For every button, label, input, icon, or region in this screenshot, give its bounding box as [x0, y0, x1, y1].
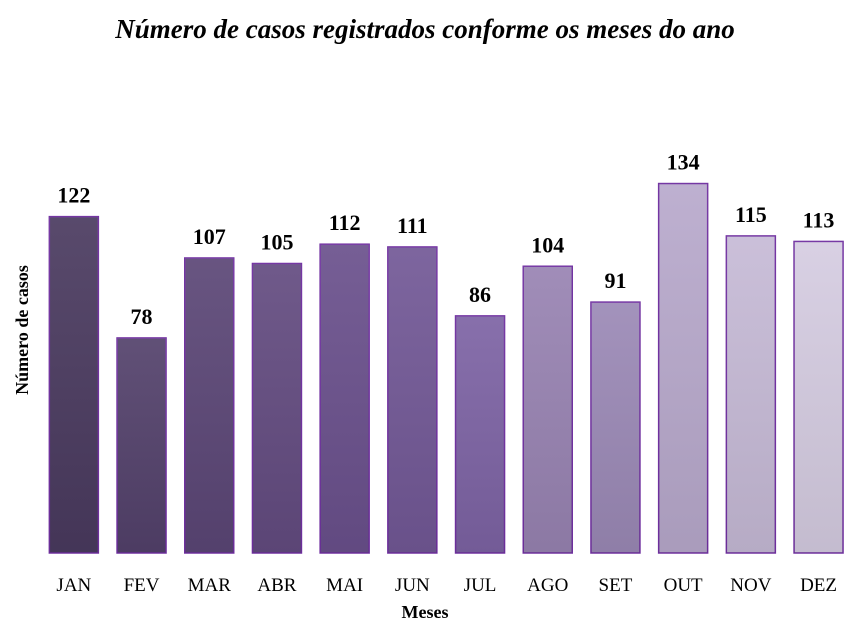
- value-label: 78: [131, 304, 153, 329]
- bar-shine: [658, 183, 708, 554]
- value-label: 86: [469, 282, 491, 307]
- bar-shine: [49, 216, 99, 553]
- value-label: 104: [531, 232, 564, 257]
- x-tick-label: OUT: [664, 575, 703, 596]
- x-tick-label: AGO: [527, 575, 568, 596]
- bar-shine: [184, 257, 234, 553]
- x-tick-label: NOV: [730, 575, 771, 596]
- bar-shine: [590, 302, 640, 553]
- x-tick-label: JUN: [395, 575, 430, 596]
- value-label: 91: [604, 268, 626, 293]
- bar-shine: [794, 241, 844, 553]
- bar-shine: [523, 266, 573, 553]
- bar-shine: [252, 263, 302, 553]
- chart-title: Número de casos registrados conforme os …: [115, 14, 735, 44]
- value-label: 111: [397, 213, 428, 238]
- bar-shine: [387, 246, 437, 553]
- value-label: 107: [193, 224, 226, 249]
- x-tick-label: MAR: [188, 575, 232, 596]
- x-tick-label: JUL: [464, 575, 497, 596]
- x-axis-label: Meses: [402, 602, 449, 622]
- value-label: 113: [803, 207, 835, 232]
- value-label: 112: [329, 210, 361, 235]
- y-axis-label: Número de casos: [12, 265, 32, 395]
- value-label: 122: [57, 183, 90, 208]
- bar-shine: [455, 315, 505, 553]
- x-tick-label: DEZ: [800, 575, 837, 596]
- x-tick-label: MAI: [326, 575, 363, 596]
- x-tick-label: ABR: [257, 575, 296, 596]
- x-tick-label: FEV: [124, 575, 160, 596]
- bar-shine: [726, 235, 776, 553]
- x-tick-label: SET: [599, 575, 633, 596]
- x-tick-label: JAN: [56, 575, 91, 596]
- bar-shine: [117, 337, 167, 553]
- value-label: 105: [260, 230, 293, 255]
- bar-shine: [320, 244, 370, 553]
- value-label: 115: [735, 202, 767, 227]
- value-label: 134: [667, 150, 700, 175]
